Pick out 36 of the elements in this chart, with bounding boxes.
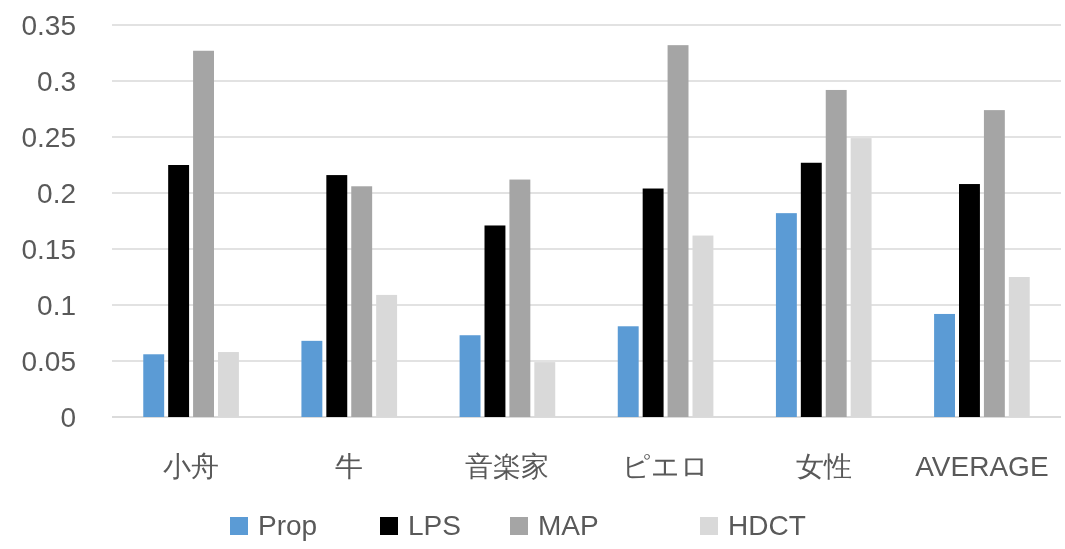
bar [301,340,323,417]
x-tick-label: 牛 [335,451,364,482]
y-tick-label: 0.25 [21,121,76,153]
bar [775,213,797,417]
y-tick-label: 0.15 [21,233,76,265]
y-tick-label: 0.3 [37,65,76,97]
bar [825,89,847,417]
bar [800,162,822,417]
x-tick-label: 小舟 [163,451,220,482]
bar [143,354,165,417]
bar [642,188,664,417]
y-tick-label: 0.35 [21,9,76,41]
x-tick-label: 女性 [795,451,852,482]
y-tick-label: 0.2 [37,177,76,209]
legend-label: HDCT [728,510,806,541]
legend-label: Prop [258,510,318,541]
bar [459,335,481,417]
x-tick-label: 音楽家 [465,451,550,482]
bar [934,313,956,417]
legend-label: MAP [538,510,599,541]
bar [509,179,531,417]
bar [193,50,214,417]
bar [983,110,1005,417]
y-tick-label: 0 [60,401,76,433]
bar [351,186,373,417]
bar [959,184,980,417]
legend-label: LPS [408,510,461,541]
x-tick-label: ピエロ [622,451,710,482]
y-tick-label: 0.05 [21,345,76,377]
bar [617,326,639,417]
bar [326,175,348,417]
bar [484,225,506,417]
y-tick-label: 0.1 [37,289,76,321]
bar [168,165,190,417]
x-tick-label: AVERAGE [915,451,1049,482]
bar [667,45,689,417]
